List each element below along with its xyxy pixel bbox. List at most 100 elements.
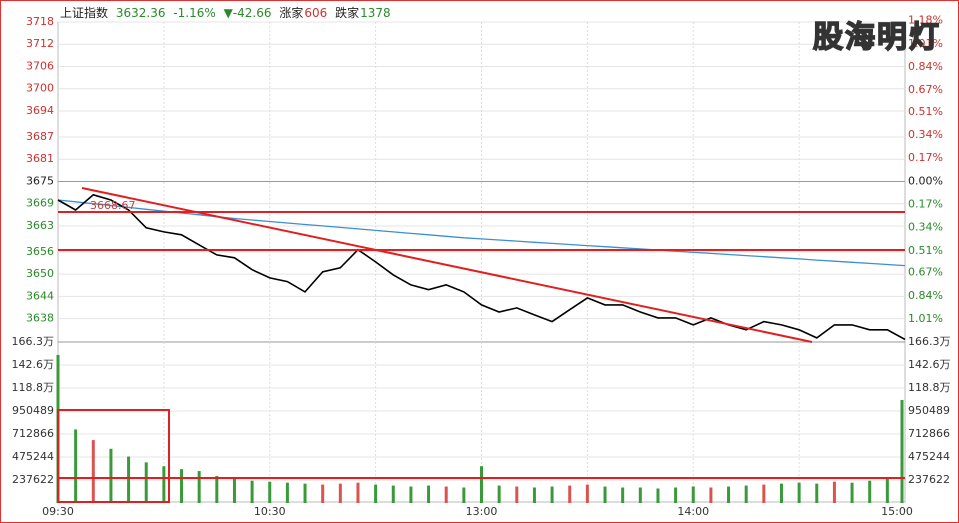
index-name: 上证指数 (60, 6, 109, 20)
volume-bar (497, 485, 501, 503)
volume-bar (109, 448, 113, 503)
volume-box (57, 409, 170, 503)
volume-bar (91, 440, 95, 503)
down-count: 1378 (360, 6, 391, 20)
y2-tick-label: 0.67% (908, 266, 943, 279)
volume-bar (480, 466, 483, 503)
y-tick-label: 475244 (12, 450, 54, 463)
y2-tick-label: 118.8万 (908, 381, 951, 394)
y-tick-label: 142.6万 (12, 358, 55, 371)
y2-tick-label: 475244 (908, 450, 950, 463)
x-tick-label: 09:30 (42, 505, 74, 518)
change: ▼-42.66 (223, 6, 272, 20)
y-tick-label: 3663 (26, 219, 54, 232)
volume-bar (779, 483, 783, 503)
volume-bar (850, 482, 854, 503)
volume-bar (197, 471, 201, 503)
volume-bar (603, 486, 607, 503)
volume-bar (215, 475, 219, 503)
up-label: 涨家 (279, 6, 304, 20)
y-tick-label: 3718 (26, 15, 54, 28)
volume-bar (515, 486, 519, 503)
volume-bar (532, 487, 536, 503)
drawings (57, 187, 905, 503)
y2-tick-label: 0.84% (908, 289, 943, 302)
volume-bar (900, 400, 904, 503)
y2-tick-label: 1.01% (908, 37, 943, 50)
y-tick-label: 3687 (26, 130, 54, 143)
volume-bar (638, 487, 642, 503)
volume-bar (250, 480, 254, 503)
y-tick-label: 118.8万 (12, 381, 55, 394)
average-line (57, 199, 906, 267)
y2-tick-label: 0.17% (908, 198, 943, 211)
volume-bar (321, 484, 325, 503)
volume-bar (180, 469, 184, 503)
volume-bar (427, 485, 431, 503)
y-tick-label: 3656 (26, 245, 54, 258)
volume-bar (797, 482, 801, 503)
y2-tick-label: 712866 (908, 427, 950, 440)
y2-tick-label: 0.51% (908, 105, 943, 118)
grid: 3718 3712 3706 3700 3694 3687 3681 3675 3669 3663… (12, 14, 951, 518)
volume-bar (815, 483, 819, 503)
down-label: 跌家 (335, 6, 360, 20)
y-tick-label: 950489 (12, 404, 54, 417)
watermark: 股海明灯 (812, 19, 941, 56)
up-count: 606 (304, 6, 328, 20)
y2-tick-label: 237622 (908, 473, 950, 486)
trend-line (81, 187, 813, 343)
y-tick-label: 712866 (12, 427, 54, 440)
volume-bar (338, 483, 342, 503)
y-tick-label: 237622 (12, 473, 54, 486)
y2-tick-label: 0.17% (908, 151, 943, 164)
y-tick-label: 166.3万 (12, 335, 55, 348)
y-tick-label: 3669 (26, 197, 54, 210)
header: 上证指数 3632.36 -1.16% ▼-42.66 涨家606 跌家1378 (60, 4, 395, 21)
volume-bar (391, 485, 395, 503)
volume-bar (568, 485, 572, 503)
y-tick-label: 3638 (26, 312, 54, 325)
y-tick-label: 3694 (26, 104, 54, 117)
volume-bar (727, 486, 731, 503)
annotation: 3668.67 (90, 199, 136, 212)
volume-bar (303, 483, 307, 503)
y-tick-label: 3700 (26, 82, 54, 95)
volume-bar (585, 484, 589, 503)
y2-tick-label: 166.3万 (908, 335, 951, 348)
y-tick-label: 3681 (26, 152, 54, 165)
volume-bar (744, 485, 748, 503)
y2-tick-label: 0.34% (908, 221, 943, 234)
volume-bar (691, 486, 695, 503)
price: 3632.36 (115, 6, 166, 20)
y2-tick-label: 0.51% (908, 244, 943, 257)
volume-bar (74, 429, 78, 503)
volume-bar (550, 486, 554, 503)
y2-tick-label: 950489 (908, 404, 950, 417)
volume-bar (356, 482, 360, 503)
volume-bar (232, 478, 236, 503)
volume-bar (885, 477, 889, 503)
y2-tick-label: 142.6万 (908, 358, 951, 371)
x-tick-label: 13:00 (466, 505, 498, 518)
y2-tick-label: 0.34% (908, 128, 943, 141)
volume-bar (144, 462, 148, 503)
y-tick-label: 3706 (26, 59, 54, 72)
x-tick-label: 15:00 (881, 505, 913, 518)
y2-tick-label: 1.01% (908, 312, 943, 325)
change-pct: -1.16% (173, 6, 216, 20)
price-line (57, 193, 906, 341)
volume-bar (762, 484, 766, 503)
volume-bar (709, 487, 713, 503)
y-tick-label: 3712 (26, 37, 54, 50)
volume-bar (832, 481, 836, 503)
volume-bar (462, 487, 466, 503)
volume-bar (621, 487, 625, 503)
volume-bar (409, 486, 413, 503)
y2-tick-label: 0.00% (908, 174, 943, 187)
volume-bar (285, 482, 289, 503)
y2-tick-label: 0.67% (908, 83, 943, 96)
volume-bar (674, 487, 678, 503)
